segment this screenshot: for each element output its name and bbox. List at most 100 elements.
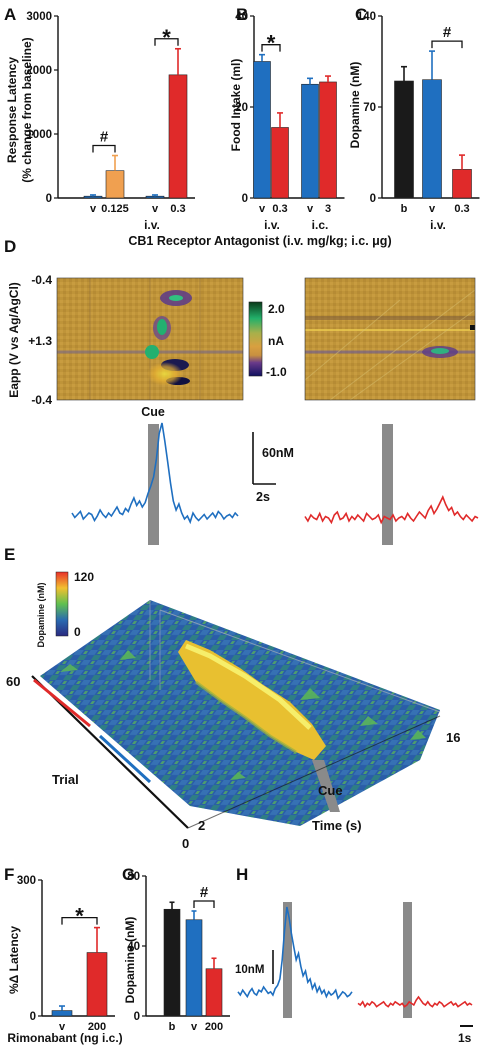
panel-g-bar [163,908,181,1017]
panel-e-trial-label: Trial [52,772,79,787]
panel-g-bar [185,919,203,1017]
panel-a-ytick-label: 1000 [26,129,52,141]
heatmap-colorbar [248,301,263,377]
panel-a-bar [83,195,103,199]
panel-e-surface: Dopamine (nM) 120 0 60 0 Trial 2 16 Cue … [6,570,460,851]
panel-d-drug-trace [304,494,479,525]
panel-b-category-label: v [307,203,314,215]
panel-g-category-label: b [169,1021,176,1033]
panel-c-ytick-label: 70 [363,102,376,114]
panel-g-significance-bracket [193,900,215,908]
panel-b-group-label-iv: i.v. [264,218,280,232]
panel-d-scalebar-x: 2s [256,490,270,504]
panel-letter-d: D [4,237,16,256]
panel-b-category-label: 3 [325,203,331,215]
panel-g-ytick-label: 40 [127,941,140,953]
panel-b-ylabel: Food Intake (ml) [229,59,243,152]
panel-d-ytick-mid: +1.3 [28,334,52,348]
panel-c-bar [422,79,442,199]
panel-f-category-label: 200 [88,1021,106,1033]
panel-e-time-tick-16: 16 [446,730,460,745]
panel-letter-c: C [355,5,367,24]
panel-e-vehicle-trials [98,734,152,784]
panel-letter-g: G [122,865,135,884]
panel-c-ytick-label: 0 [370,193,376,205]
panel-f-ytick-label: 300 [17,875,36,887]
panel-e-colorbar-title: Dopamine (nM) [36,583,46,648]
panel-e-time-axis [187,715,441,829]
panel-f-significance-bracket [61,916,98,925]
panel-h-cue-marker-drug [403,902,412,1018]
panel-c-chart: Dopamine (nM) i.v. 0 70 140 b v 0.3 # [348,11,480,232]
heatmap-colorbar-unit: nA [268,334,284,348]
panel-b-ytick-label: 0 [242,193,248,205]
panel-a-bar [105,170,125,199]
panel-f-bar [51,1010,73,1017]
panel-a-category-label: v [90,203,97,215]
heatmap-colorbar-tick-top: 2.0 [268,302,285,316]
shared-xlabel: CB1 Receptor Antagonist (i.v. mg/kg; i.c… [128,234,391,248]
panel-h-scalebar-x: 1s [458,1031,472,1045]
panel-g-category-label: v [191,1021,198,1033]
panel-e-drug-trials [33,678,91,728]
panel-f-ylabel: %Δ Latency [7,926,21,994]
panel-a-significance-bracket [92,144,116,153]
panel-h-cue-marker-vehicle [283,902,292,1018]
panel-e-cue-ridge [178,640,326,760]
heatmap-colorbar-tick-bottom: -1.0 [266,365,287,379]
panel-d-ytick-top: -0.4 [31,273,52,287]
panel-e-time-label: Time (s) [312,818,362,833]
heatmap-drug [304,277,476,401]
panel-d-scalebar-y: 60nM [262,446,294,460]
panel-g-chart: Dopamine (nM) 0 40 80 b v 200 # [123,871,230,1033]
panel-h-scalebar-y: 10nM [235,964,264,976]
panel-a-significance-mark: * [162,25,171,50]
panel-c-category-label: v [429,203,436,215]
panel-e-colorbar-tick-bottom: 0 [74,625,81,639]
panel-d-heatmaps: Eapp (V vs Ag/AgCl) -0.4 +1.3 -0.4 2.0 n… [7,273,479,545]
panel-d-vehicle-trace [71,422,239,525]
panel-b-bar [319,81,337,199]
panel-c-bar [394,80,414,199]
panel-a-ytick-label: 3000 [26,11,52,23]
panel-b-ytick-label: 40 [235,11,248,23]
panel-e-cue-marker [312,760,340,812]
panel-b-category-label: v [259,203,266,215]
panel-a-significance-mark: # [100,129,109,146]
panel-a-ylabel-1: Response Latency [5,57,19,163]
panel-f-xlabel: Rimonabant (ng i.c.) [7,1031,122,1045]
panel-a-ylabel-2: (% change from baseline) [20,37,34,182]
panel-letter-f: F [4,865,14,884]
cue-marker-vehicle [148,424,159,545]
panel-e-colorbar [55,571,69,637]
panel-letter-e: E [4,545,15,564]
panel-f-category-label: v [59,1021,66,1033]
panel-g-ylabel: Dopamine (nM) [123,917,137,1004]
panel-a-chart: Response Latency (% change from baseline… [5,11,195,232]
panel-c-significance-bracket [431,40,463,49]
panel-c-category-label: b [401,203,408,215]
panel-a-bar [168,74,188,199]
cue-marker-drug [382,424,393,545]
panel-d-ytick-bottom: -0.4 [31,393,52,407]
panel-g-category-label: 200 [205,1021,223,1033]
panel-g-ytick-label: 80 [127,871,140,883]
panel-letter-b: B [236,5,248,24]
panel-a-bar [145,195,165,199]
panel-e-trial-tick-0: 0 [182,836,189,851]
panel-b-category-label: 0.3 [272,203,287,215]
panel-f-ytick-label: 0 [30,1011,36,1023]
panel-a-ytick-label: 0 [46,193,52,205]
heatmap-vehicle [56,277,244,401]
panel-a-category-label: v [152,203,159,215]
panel-b-bar [271,127,289,199]
panel-b-significance-bracket [261,44,281,52]
heatmap-drug-background [305,278,475,400]
panel-f-chart: %Δ Latency Rimonabant (ng i.c.) 0 300 v 200… [7,875,123,1045]
panel-d-cue-label: Cue [141,405,165,419]
panel-g-significance-mark: # [200,884,209,901]
panel-a-ytick-label: 2000 [26,65,52,77]
panel-b-bar [301,83,319,199]
